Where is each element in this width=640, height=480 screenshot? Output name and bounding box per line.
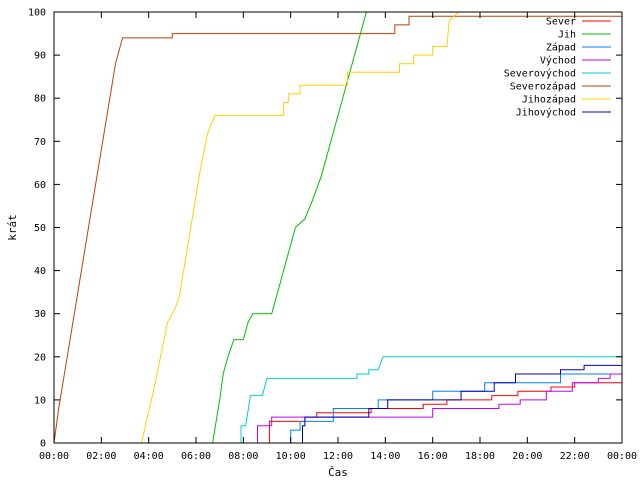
y-tick-label: 60 <box>34 180 46 191</box>
y-tick-label: 20 <box>34 352 46 363</box>
x-tick-label: 06:00 <box>181 451 211 462</box>
y-tick-label: 70 <box>34 137 46 148</box>
x-tick-label: 20:00 <box>512 451 542 462</box>
legend-label-jih: Jih <box>558 30 576 41</box>
x-tick-label: 10:00 <box>276 451 306 462</box>
y-tick-label: 80 <box>34 94 46 105</box>
y-tick-label: 10 <box>34 395 46 406</box>
ticks-layer: 0 10 20 30 40 50 60 70 80 90 100 00:00 02:00 04:00 06:… <box>28 8 637 463</box>
x-tick-label: 00:00 <box>39 451 69 462</box>
y-tick-label: 90 <box>34 51 46 62</box>
x-tick-label: 18:00 <box>465 451 495 462</box>
series-line-zapad <box>54 373 622 444</box>
y-tick-label: 100 <box>28 8 46 19</box>
series-layer <box>53 11 622 444</box>
series-line-jihovychod <box>54 364 622 444</box>
x-tick-label: 12:00 <box>323 451 353 462</box>
legend-label-severovychod: Severovýchod <box>504 68 576 80</box>
series-line-sever <box>54 382 622 444</box>
x-tick-label: 08:00 <box>228 451 258 462</box>
y-tick-label: 0 <box>40 439 46 450</box>
x-tick-label: 04:00 <box>134 451 164 462</box>
legend-label-severozapad: Severozápad <box>510 81 576 93</box>
series-line-jih <box>54 11 367 444</box>
x-tick-label: 16:00 <box>418 451 448 462</box>
legend-label-zapad: Západ <box>546 42 576 54</box>
series-line-vychod <box>54 373 622 444</box>
y-tick-label: 40 <box>34 266 46 277</box>
y-axis-title: krát <box>6 214 19 241</box>
legend-label-jihovychod: Jihovýchod <box>516 107 576 119</box>
series-line-jihozapad <box>54 11 460 444</box>
y-tick-label: 50 <box>34 223 46 234</box>
x-tick-label: 14:00 <box>370 451 400 462</box>
x-tick-label: 00:00 <box>607 451 637 462</box>
x-tick-label: 22:00 <box>560 451 590 462</box>
series-line-severozapad <box>53 15 622 444</box>
x-tick-label: 02:00 <box>86 451 116 462</box>
series-line-severovychod <box>54 356 622 444</box>
legend: Sever JihZápadVýchodSeverovýchodSeverozáp… <box>504 17 611 119</box>
legend-label-vychod: Východ <box>540 55 576 67</box>
legend-label-sever: Sever <box>546 17 576 28</box>
legend-label-jihozapad: Jihozápad <box>522 94 576 106</box>
x-axis-title: Čas <box>328 466 348 479</box>
y-tick-label: 30 <box>34 309 46 320</box>
